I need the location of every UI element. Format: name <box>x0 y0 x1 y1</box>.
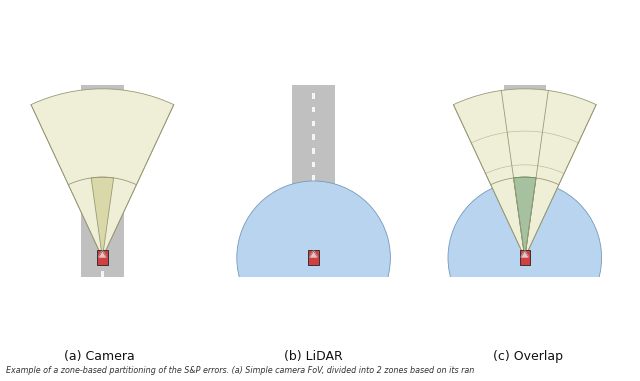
Bar <box>523 134 527 140</box>
Text: Example of a zone-based partitioning of the S&P errors. (a) Simple camera FoV, d: Example of a zone-based partitioning of … <box>6 366 475 375</box>
Wedge shape <box>91 177 114 258</box>
Bar <box>523 217 527 222</box>
Bar <box>523 80 527 85</box>
Bar <box>523 162 527 167</box>
Bar <box>100 162 104 167</box>
Bar <box>523 176 527 181</box>
Bar <box>312 80 316 85</box>
Bar <box>312 203 316 208</box>
Bar <box>97 250 108 266</box>
Bar <box>312 176 316 181</box>
Bar <box>100 80 104 85</box>
Text: (b) LiDAR: (b) LiDAR <box>284 350 343 363</box>
Bar <box>308 250 319 266</box>
Bar <box>100 121 104 126</box>
Bar <box>523 258 527 263</box>
Bar <box>312 189 316 195</box>
Wedge shape <box>513 177 536 258</box>
Bar <box>100 189 104 195</box>
Bar <box>100 258 104 263</box>
Bar <box>312 121 316 126</box>
Bar <box>523 231 527 236</box>
Bar <box>523 93 527 99</box>
Wedge shape <box>453 89 596 258</box>
Bar <box>100 272 104 277</box>
Bar <box>312 258 316 263</box>
Bar <box>100 134 104 140</box>
Bar <box>504 85 546 277</box>
Text: (a) Camera: (a) Camera <box>64 350 134 363</box>
Polygon shape <box>310 251 317 257</box>
Bar <box>100 244 104 250</box>
Bar <box>523 148 527 154</box>
Polygon shape <box>99 251 106 257</box>
Bar <box>523 121 527 126</box>
Bar <box>312 93 316 99</box>
Bar <box>292 85 335 277</box>
Bar <box>312 148 316 154</box>
Bar <box>523 107 527 112</box>
Text: (c) Overlap: (c) Overlap <box>493 350 563 363</box>
Bar <box>100 93 104 99</box>
Polygon shape <box>521 251 529 257</box>
Wedge shape <box>31 89 174 258</box>
Circle shape <box>237 181 390 335</box>
Bar <box>312 231 316 236</box>
Bar <box>523 272 527 277</box>
Bar <box>81 85 124 277</box>
Bar <box>312 162 316 167</box>
Bar <box>100 176 104 181</box>
Bar <box>312 134 316 140</box>
Bar <box>520 250 530 266</box>
Bar <box>312 272 316 277</box>
Bar <box>100 148 104 154</box>
Bar <box>523 244 527 250</box>
Wedge shape <box>513 177 536 258</box>
Bar <box>100 107 104 112</box>
Bar <box>523 203 527 208</box>
Circle shape <box>448 181 602 335</box>
Bar <box>100 217 104 222</box>
Bar <box>312 217 316 222</box>
Bar <box>312 244 316 250</box>
Bar <box>100 203 104 208</box>
Bar <box>312 107 316 112</box>
Bar <box>100 231 104 236</box>
Bar <box>523 189 527 195</box>
